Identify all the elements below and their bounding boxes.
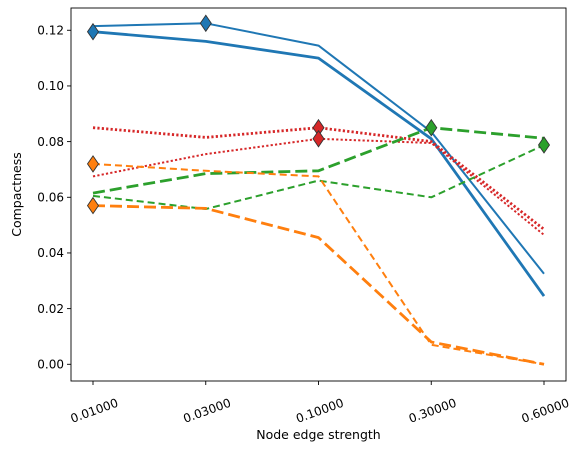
data-marker-1 — [86, 22, 100, 41]
x-tick-label: 0.01000 — [69, 396, 120, 426]
x-tick-label: 0.60000 — [520, 396, 571, 426]
data-marker-3 — [86, 155, 100, 173]
data-marker-8 — [537, 136, 551, 154]
series-line-3 — [92, 137, 545, 236]
data-marker-4 — [86, 196, 100, 215]
y-axis-label: Compactness — [9, 152, 24, 237]
y-tick-label: 0.02 — [37, 302, 64, 316]
data-marker-2 — [199, 14, 212, 33]
y-tick-label: 0.04 — [37, 246, 64, 260]
series-line-8 — [92, 204, 545, 366]
x-axis: 0.01000 0.03000 0.10000 0.30000 0.60000 — [69, 381, 571, 426]
y-tick-label: 0.08 — [37, 135, 64, 149]
y-tick-label: 0.12 — [37, 23, 64, 37]
x-tick-label: 0.10000 — [294, 396, 345, 426]
data-marker-7 — [425, 118, 438, 137]
x-tick-label: 0.30000 — [407, 396, 458, 426]
y-tick-label: 0.06 — [37, 190, 64, 204]
x-axis-label: Node edge strength — [256, 427, 380, 442]
series-layer — [92, 22, 546, 366]
marker-layer — [86, 14, 551, 215]
plot-frame — [70, 7, 567, 382]
data-marker-6 — [312, 130, 325, 148]
y-tick-label: 0.00 — [37, 357, 64, 371]
x-tick-label: 0.03000 — [181, 396, 232, 426]
series-line-5 — [92, 144, 545, 210]
series-line-7 — [92, 162, 545, 366]
y-tick-label: 0.10 — [37, 79, 64, 93]
series-line-2 — [92, 30, 546, 297]
y-axis: 0.00 0.02 0.04 0.06 0.08 0.10 0.12 — [37, 23, 71, 371]
series-line-6 — [92, 126, 545, 195]
